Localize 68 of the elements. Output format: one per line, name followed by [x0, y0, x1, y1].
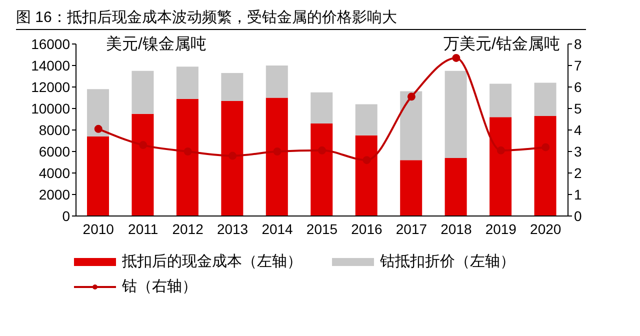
bar — [534, 82, 556, 116]
x-tick-label: 2016 — [351, 220, 383, 237]
bar — [400, 160, 422, 216]
legend-label: 钴（右轴） — [122, 277, 197, 296]
chart-title: 图 16：抵扣后现金成本波动频繁，受钴金属的价格影响大 — [16, 8, 586, 30]
y-tick-label: 10000 — [31, 100, 70, 116]
bar — [490, 84, 512, 118]
bar — [310, 124, 333, 216]
y-tick-label: 14000 — [31, 57, 70, 74]
y2-tick-label: 4 — [574, 122, 582, 138]
legend-label: 钴抵扣折价（左轴） — [380, 252, 515, 271]
bar — [355, 104, 378, 136]
y2-tick-label: 3 — [574, 143, 582, 160]
y2-tick-label: 6 — [574, 78, 582, 95]
point — [318, 146, 326, 154]
point — [496, 146, 505, 154]
y2-tick-label: 0 — [574, 208, 582, 224]
x-tick-label: 2014 — [262, 220, 294, 237]
y2-tick-label: 8 — [574, 36, 582, 52]
y-axis-title: 美元/镍金属吨 — [106, 34, 206, 55]
y-tick-label: 6000 — [38, 143, 70, 160]
point — [273, 148, 282, 156]
x-tick-label: 2013 — [216, 220, 248, 237]
point — [362, 156, 371, 164]
y-tick-label: 2000 — [38, 186, 70, 202]
bar — [221, 73, 244, 101]
bar — [87, 136, 109, 216]
point — [228, 152, 237, 160]
y2-tick-label: 2 — [574, 164, 582, 181]
point — [94, 124, 102, 133]
point — [184, 148, 192, 156]
point — [452, 54, 460, 62]
y-tick-label: 8000 — [38, 122, 70, 138]
bar — [266, 98, 288, 216]
bar — [355, 135, 378, 216]
y-tick-label: 16000 — [31, 36, 70, 52]
bar — [400, 91, 422, 160]
x-tick-label: 2020 — [530, 220, 562, 237]
bar — [176, 66, 198, 99]
bar — [266, 66, 288, 98]
bar — [310, 92, 333, 124]
bar — [132, 70, 154, 114]
x-tick-label: 2011 — [128, 220, 158, 237]
x-tick-label: 2015 — [306, 220, 338, 237]
bar — [132, 114, 154, 216]
legend-label: 抵扣后的现金成本（左轴） — [122, 252, 302, 271]
x-tick-label: 2018 — [440, 220, 472, 237]
point — [407, 92, 416, 101]
x-tick-label: 2010 — [82, 220, 114, 237]
y-tick-label: 0 — [62, 208, 70, 224]
x-tick-label: 2012 — [172, 220, 204, 237]
y2-axis-title: 万美元/钴金属吨 — [444, 34, 560, 55]
bar — [444, 70, 467, 158]
y-tick-label: 12000 — [31, 78, 70, 95]
bar — [176, 98, 198, 216]
point — [542, 143, 550, 152]
y-tick-label: 4000 — [38, 164, 70, 181]
bar — [87, 89, 109, 136]
bar — [534, 116, 556, 216]
x-tick-label: 2017 — [396, 220, 428, 237]
y2-tick-label: 7 — [574, 57, 582, 74]
x-tick-label: 2019 — [485, 220, 517, 237]
y2-tick-label: 5 — [574, 100, 582, 116]
bar — [221, 100, 244, 216]
bar — [444, 158, 467, 216]
point — [139, 141, 148, 150]
y2-tick-label: 1 — [574, 186, 582, 202]
bar — [490, 117, 512, 216]
